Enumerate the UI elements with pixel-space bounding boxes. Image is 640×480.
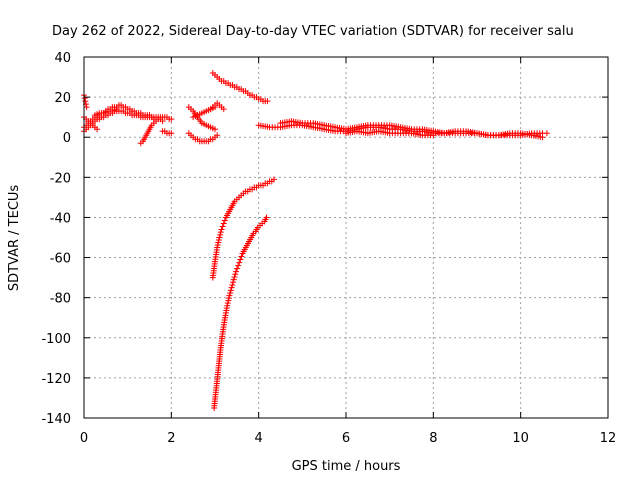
data-point-fill <box>225 297 232 304</box>
x-tick-label: 0 <box>80 431 88 446</box>
data-point-fill <box>215 239 222 246</box>
y-tick-label: 0 <box>63 131 71 146</box>
data-point-fill <box>214 242 221 249</box>
data-point <box>430 132 437 139</box>
data-point <box>270 176 277 183</box>
data-point-fill <box>236 259 243 266</box>
grid <box>84 57 608 418</box>
y-axis-label: SDTVAR / TECUs <box>7 185 22 292</box>
y-tick-label: -20 <box>50 171 71 186</box>
series-arc-5 <box>91 106 120 119</box>
data-point <box>159 118 166 125</box>
data-point <box>113 106 120 113</box>
x-tick-labels: 0 2 4 6 8 10 12 <box>80 431 616 446</box>
x-tick-label: 12 <box>600 431 617 446</box>
x-tick-label: 8 <box>429 431 437 446</box>
x-axis-label: GPS time / hours <box>292 459 401 474</box>
data-point <box>224 302 231 309</box>
data-point <box>539 134 546 141</box>
data-point <box>226 292 233 299</box>
series-arc-6 <box>137 116 166 147</box>
y-tick-label: -40 <box>50 211 71 226</box>
series-arc-8 <box>185 130 221 145</box>
y-tick-label: -80 <box>50 292 71 307</box>
data-point-fill <box>232 271 239 278</box>
data-point-fill <box>81 95 88 102</box>
y-tick-label: 20 <box>54 91 71 106</box>
x-tick-label: 6 <box>342 431 350 446</box>
series-arc-16 <box>277 118 546 141</box>
data-point <box>220 220 227 227</box>
axis-ticks <box>83 56 609 419</box>
data-point <box>168 130 175 137</box>
data-point <box>212 126 218 133</box>
data-point <box>237 256 244 263</box>
data-point-fill <box>221 217 228 224</box>
data-point <box>235 262 242 269</box>
y-tick-label: -60 <box>50 252 71 267</box>
y-tick-label: -100 <box>41 332 71 347</box>
data-point <box>228 284 235 291</box>
series-arc-14 <box>211 214 270 411</box>
data-point-fill <box>224 300 231 307</box>
data-point-fill <box>219 223 226 230</box>
data-point-fill <box>227 287 234 294</box>
data-point <box>543 130 550 137</box>
data-point-fill <box>238 253 245 260</box>
data-point-fill <box>225 295 232 302</box>
series-arc-12 <box>209 70 271 105</box>
data-point-fill <box>227 289 234 296</box>
data-point <box>214 244 221 251</box>
data-point-fill <box>217 229 224 236</box>
data-point <box>216 234 223 241</box>
data-point <box>168 116 175 123</box>
data-point-fill <box>230 279 237 286</box>
data-point <box>230 276 237 283</box>
y-tick-label: 40 <box>54 51 71 66</box>
series-arc-13 <box>209 176 277 281</box>
data-point <box>94 126 101 133</box>
data-point <box>83 104 90 111</box>
data-point-fill <box>231 273 238 280</box>
y-tick-label: -140 <box>41 412 71 427</box>
data-point <box>220 106 227 113</box>
data-points <box>81 70 550 411</box>
data-point <box>218 226 225 233</box>
y-tick-labels: -140 -120 -100 -80 -60 -40 -20 0 20 40 <box>41 51 71 427</box>
data-point <box>214 132 221 139</box>
y-tick-label: -120 <box>41 372 71 387</box>
data-point-fill <box>215 237 222 244</box>
x-tick-label: 4 <box>255 431 263 446</box>
series-arc-3 <box>81 108 157 135</box>
series-arc-1 <box>81 92 90 111</box>
x-tick-label: 2 <box>167 431 175 446</box>
data-point-fill <box>217 231 224 238</box>
data-point <box>82 98 89 105</box>
series-arc-7 <box>159 128 175 137</box>
data-point-fill <box>234 265 241 272</box>
x-tick-label: 10 <box>512 431 529 446</box>
series-arc-17 <box>343 128 437 139</box>
data-point <box>232 268 239 275</box>
data-point <box>263 214 270 221</box>
series-arc-11 <box>207 100 227 113</box>
chart-title: Day 262 of 2022, Sidereal Day-to-day VTE… <box>52 24 574 39</box>
data-point-fill <box>229 281 236 288</box>
data-point <box>264 98 271 105</box>
